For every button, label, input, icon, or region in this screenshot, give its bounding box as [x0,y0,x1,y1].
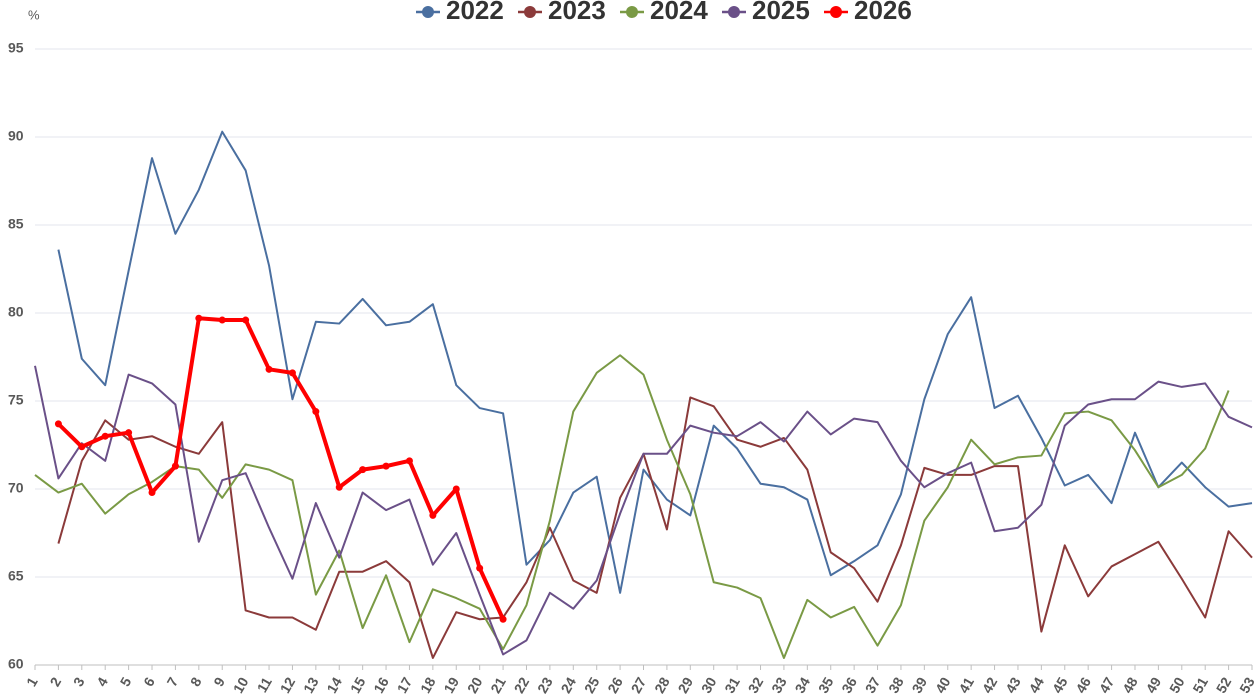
x-tick-label: 16 [370,674,392,696]
legend-marker [830,6,842,18]
x-tick-label: 23 [534,674,556,696]
legend-marker [728,6,740,18]
series-line [57,130,1253,594]
x-tick-label: 2 [46,674,64,689]
y-tick-label: 90 [8,128,24,144]
point [405,457,413,465]
legend-marker [626,6,638,18]
point [382,462,390,470]
series-line [57,396,1253,659]
x-tick-label: 52 [1213,674,1235,696]
point [476,564,484,572]
x-tick-label: 3 [70,674,88,689]
point [288,369,296,377]
x-tick-label: 27 [628,674,650,696]
point [265,365,273,373]
x-tick-label: 14 [323,674,345,696]
x-tick-label: 35 [815,674,837,696]
x-tick-label: 40 [932,674,954,696]
x-tick-label: 48 [1119,674,1141,696]
x-tick-label: 4 [93,674,111,689]
point [101,432,109,440]
legend-label: 2024 [650,0,708,25]
y-tick-label: 70 [8,480,24,496]
legend-label: 2026 [854,0,912,25]
x-tick-label: 1 [23,674,41,689]
x-tick-label: 51 [1189,674,1211,696]
x-tick-label: 49 [1143,674,1165,696]
x-tick-label: 17 [394,674,416,696]
x-tick-label: 21 [487,674,509,696]
point [499,615,507,623]
x-tick-label: 28 [651,674,673,696]
x-tick-label: 39 [909,674,931,696]
point [429,511,437,519]
x-tick-label: 19 [440,674,462,696]
point [195,314,203,322]
point [335,483,343,491]
x-tick-label: 26 [604,674,626,696]
x-tick-label: 24 [557,674,579,696]
x-tick-label: 5 [117,674,135,689]
x-tick-label: 20 [464,674,486,696]
y-tick-label: 95 [8,40,24,56]
x-tick-label: 11 [254,674,275,695]
x-tick-label: 7 [163,674,181,689]
series-line [34,354,1230,659]
x-tick-label: 9 [210,674,228,689]
x-tick-label: 41 [955,674,977,696]
x-tick-label: 46 [1072,674,1094,696]
x-tick-label: 25 [581,674,603,696]
x-tick-label: 22 [511,674,533,696]
x-tick-label: 37 [862,674,884,696]
legend-label: 2023 [548,0,606,25]
x-tick-label: 15 [347,674,369,696]
x-tick-label: 13 [300,674,322,696]
x-tick-label: 45 [1049,674,1071,696]
x-tick-label: 34 [791,674,813,696]
x-tick-label: 6 [140,674,158,689]
y-tick-label: 80 [8,304,24,320]
x-tick-label: 10 [230,674,252,696]
legend-marker [524,6,536,18]
x-tick-label: 30 [698,674,720,696]
y-tick-label: 85 [8,216,24,232]
point [218,316,226,324]
x-tick-label: 50 [1166,674,1188,696]
point [359,466,367,474]
point [54,420,62,428]
legend-marker [422,6,434,18]
series-line [57,316,505,621]
y-tick-label: 65 [8,568,24,584]
x-tick-label: 36 [838,674,860,696]
x-tick-label: 47 [1096,674,1118,696]
x-tick-label: 8 [187,674,205,689]
point [242,316,250,324]
x-tick-label: 43 [1002,674,1024,696]
legend-label: 2022 [446,0,504,25]
x-tick-label: 12 [277,674,299,696]
point [452,485,460,493]
legend-label: 2025 [752,0,810,25]
x-tick-label: 42 [979,674,1001,696]
x-tick-label: 29 [674,674,696,696]
point [125,429,133,437]
point [171,462,179,470]
point [148,489,156,497]
point [78,443,86,451]
y-tick-label: 60 [8,656,24,672]
x-tick-label: 31 [721,674,743,696]
x-tick-label: 38 [885,674,907,696]
x-tick-label: 33 [768,674,790,696]
series-line [34,365,1253,656]
x-tick-label: 32 [745,674,767,696]
x-tick-label: 53 [1236,674,1255,696]
point [312,408,320,416]
y-tick-label: 75 [8,392,24,408]
y-axis-label: % [28,7,40,22]
x-tick-label: 18 [417,674,439,696]
x-tick-label: 44 [1026,674,1048,696]
